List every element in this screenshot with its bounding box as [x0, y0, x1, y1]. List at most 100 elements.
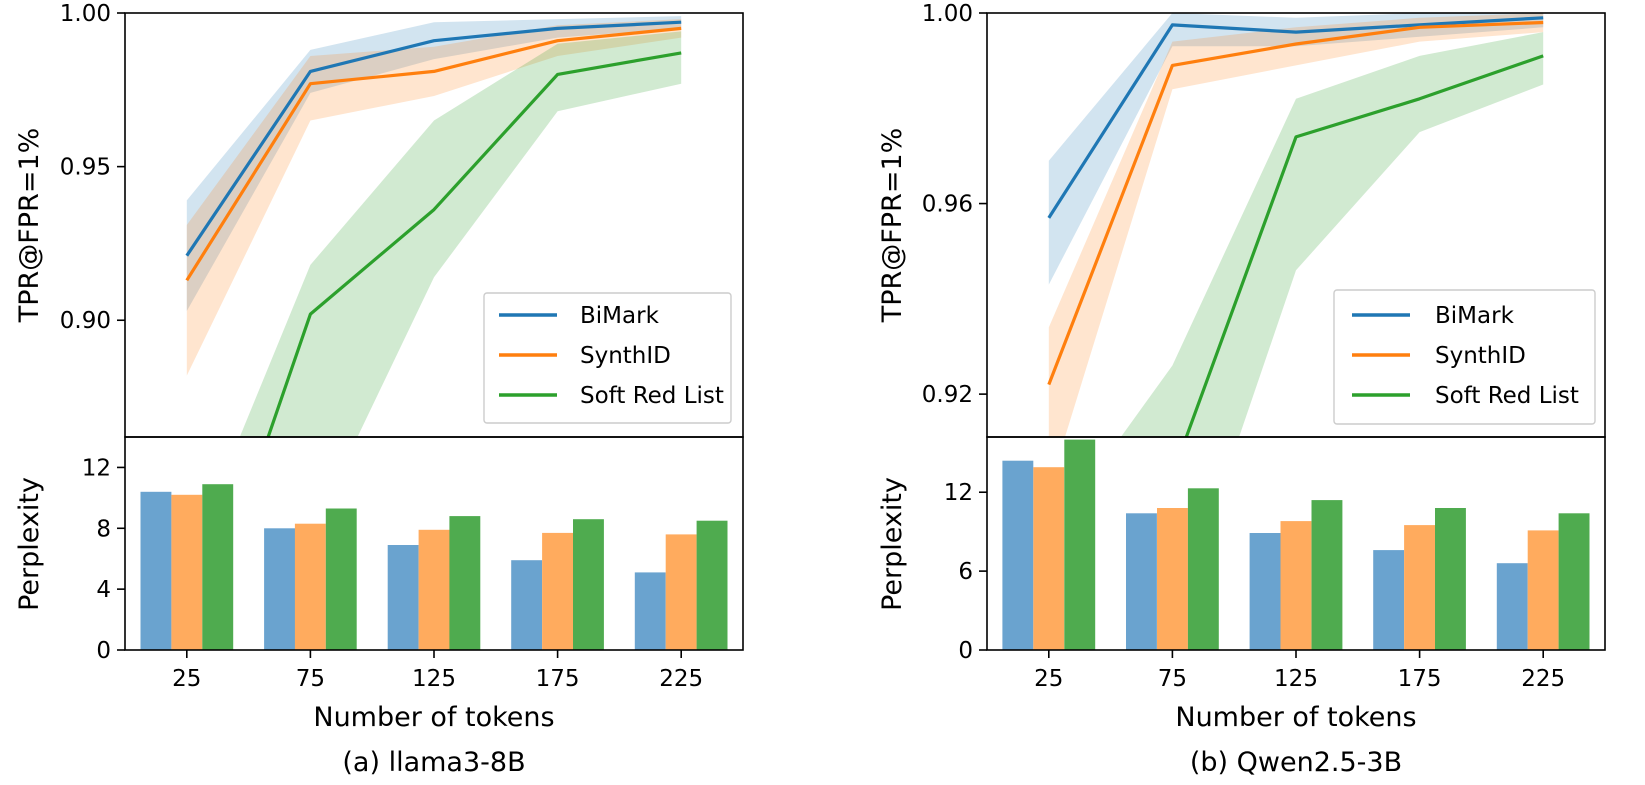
x-tick-label: 125	[1274, 666, 1318, 692]
bar-synthid-125	[1280, 521, 1312, 650]
bar-soft-125	[449, 516, 481, 650]
legend-frame	[483, 292, 732, 424]
panel-a-bar-chart: 0 4 8 12 25 75 125 175 225 Perplexity Number of…	[14, 436, 744, 733]
band-soft	[1120, 32, 1544, 437]
bar-bimark-125	[387, 545, 419, 650]
bar-soft-25	[1064, 439, 1096, 650]
bar-synthid-25	[171, 494, 203, 650]
y-tick-label: 8	[96, 516, 111, 542]
panel-b-bar-chart: 0 6 12 25 75 125 175 225 Perplexity Number of …	[877, 436, 1606, 733]
y-axis-label: Perplexity	[14, 477, 45, 611]
y-tick-label: 0	[958, 638, 973, 664]
x-axis-label: Number of tokens	[1175, 702, 1416, 733]
x-axis-ticks: 25 75 125 175 225	[172, 650, 703, 692]
bar-soft-225	[696, 520, 728, 650]
bar-synthid-225	[1527, 530, 1559, 650]
line-bimark	[1047, 16, 1544, 219]
bar-soft-175	[1435, 508, 1466, 650]
line-soft	[1184, 54, 1544, 437]
y-axis-ticks: 0.90 0.95 1.00	[60, 1, 125, 334]
line-soft	[266, 51, 682, 437]
x-tick-label: 125	[412, 666, 456, 692]
y-tick-label: 1.00	[60, 1, 111, 27]
bar-bimark-25	[140, 491, 172, 650]
legend-label-soft-red-list: Soft Red List	[1435, 383, 1579, 409]
confidence-bands	[1048, 13, 1544, 437]
x-tick-label: 175	[1398, 666, 1442, 692]
perplexity-bars	[1002, 439, 1590, 650]
panel-a: 0.90 0.95 1.00 TPR@FPR=1% BiMark SynthID S…	[14, 1, 744, 778]
bar-soft-75	[325, 508, 357, 650]
y-tick-label: 12	[82, 455, 111, 481]
bar-bimark-175	[511, 560, 543, 650]
bar-soft-75	[1187, 488, 1219, 650]
bar-bimark-225	[634, 572, 666, 650]
bar-bimark-75	[264, 528, 295, 650]
bar-soft-175	[573, 519, 604, 650]
y-tick-label: 0.92	[922, 382, 973, 408]
bar-soft-25	[202, 484, 234, 650]
bar-synthid-125	[418, 529, 450, 650]
line-synthid	[185, 26, 682, 282]
caption-b: (b) Qwen2.5-3B	[1190, 747, 1402, 778]
legend-label-bimark: BiMark	[1435, 303, 1515, 329]
y-axis-label: TPR@FPR=1%	[14, 128, 45, 324]
series-lines	[1047, 16, 1544, 437]
x-tick-label: 225	[659, 666, 703, 692]
bar-synthid-75	[294, 523, 326, 650]
x-tick-label: 25	[172, 666, 201, 692]
y-tick-label: 0.90	[60, 308, 111, 334]
y-tick-label: 4	[96, 577, 111, 603]
panel-b-line-chart: 0.92 0.96 1.00 TPR@FPR=1% BiMark SynthID S…	[877, 1, 1606, 438]
line-bimark	[185, 20, 682, 257]
y-tick-label: 0.96	[922, 192, 973, 218]
bar-soft-125	[1311, 500, 1343, 650]
band-bimark	[186, 16, 682, 311]
bar-bimark-25	[1002, 460, 1034, 650]
x-tick-label: 75	[1158, 666, 1187, 692]
legend-label-bimark: BiMark	[580, 303, 660, 329]
y-tick-label: 6	[958, 559, 973, 585]
y-axis-ticks: 0.92 0.96 1.00	[922, 1, 987, 408]
y-axis-label: TPR@FPR=1%	[877, 128, 908, 324]
y-axis-ticks: 0 6 12	[944, 480, 987, 664]
bar-bimark-75	[1126, 513, 1157, 650]
bar-bimark-125	[1249, 533, 1281, 650]
y-tick-label: 0	[96, 638, 111, 664]
x-tick-label: 75	[296, 666, 325, 692]
perplexity-bars	[140, 484, 728, 650]
bar-bimark-225	[1496, 563, 1528, 650]
bar-synthid-175	[1404, 525, 1435, 650]
y-tick-label: 1.00	[922, 1, 973, 27]
band-soft	[239, 31, 682, 437]
legend: BiMark SynthID Soft Red List	[483, 292, 732, 424]
caption-a: (a) llama3-8B	[342, 747, 525, 778]
panel-a-line-chart: 0.90 0.95 1.00 TPR@FPR=1% BiMark SynthID S…	[14, 1, 744, 438]
series-lines	[185, 20, 682, 437]
legend-frame	[1333, 289, 1596, 425]
x-tick-label: 25	[1034, 666, 1063, 692]
band-synthid	[186, 19, 682, 376]
bar-synthid-225	[665, 534, 697, 650]
bar-soft-225	[1558, 513, 1590, 650]
y-axis-ticks: 0 4 8 12	[82, 455, 125, 664]
panel-b: 0.92 0.96 1.00 TPR@FPR=1% BiMark SynthID S…	[877, 1, 1606, 778]
x-tick-label: 225	[1521, 666, 1565, 692]
bar-synthid-25	[1033, 467, 1065, 650]
x-axis-ticks: 25 75 125 175 225	[1034, 650, 1565, 692]
y-tick-label: 0.95	[60, 155, 111, 181]
confidence-bands	[186, 16, 682, 437]
y-tick-label: 12	[944, 480, 973, 506]
x-tick-label: 175	[536, 666, 580, 692]
bar-bimark-175	[1373, 550, 1405, 650]
bar-synthid-75	[1157, 508, 1188, 650]
line-synthid	[1047, 20, 1544, 386]
y-axis-label: Perplexity	[877, 477, 908, 611]
x-axis-label: Number of tokens	[313, 702, 554, 733]
legend-label-synthid: SynthID	[1435, 343, 1526, 369]
legend-label-soft-red-list: Soft Red List	[580, 383, 724, 409]
legend-label-synthid: SynthID	[580, 343, 671, 369]
bar-synthid-175	[542, 532, 573, 650]
legend: BiMark SynthID Soft Red List	[1333, 289, 1596, 425]
